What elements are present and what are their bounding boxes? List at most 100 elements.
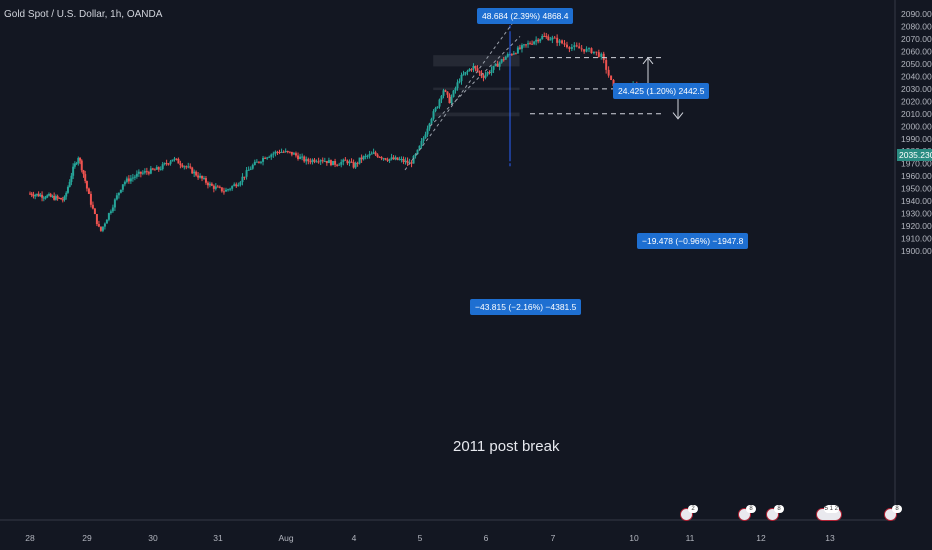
candle-body [590, 48, 593, 54]
candle-body [82, 170, 85, 175]
candle-body [420, 141, 423, 146]
candle-body [233, 184, 236, 187]
event-flag-icon[interactable]: 8 [738, 505, 756, 521]
candle-body [494, 63, 497, 66]
candle-body [274, 151, 277, 154]
y-tick-label: 2070.000 [901, 34, 932, 44]
event-flag-icon[interactable]: 8 [766, 505, 784, 521]
candle-body [424, 134, 427, 139]
candle-body [570, 47, 573, 49]
candle-body [450, 96, 453, 104]
candle-body [460, 74, 463, 82]
measure-label-down-small[interactable]: −19.478 (−0.96%) −1947.8 [637, 233, 749, 249]
candle-body [412, 156, 415, 164]
candle-body [602, 53, 605, 61]
y-tick-label: 2090.000 [901, 9, 932, 19]
symbol-title: Gold Spot / U.S. Dollar, 1h, OANDA [4, 9, 163, 20]
measure-label-up-large[interactable]: 48.684 (2.39%) 4868.4 [477, 8, 574, 24]
candles-group [29, 32, 638, 233]
candle-body [436, 106, 439, 109]
candle-body [541, 36, 544, 40]
candle-body [206, 182, 209, 186]
candle-body [388, 158, 391, 161]
candle-body [105, 219, 108, 224]
candle-body [585, 48, 588, 52]
candle-body [384, 158, 387, 160]
event-flag-icon[interactable]: 2 [680, 505, 698, 521]
candle-body [510, 54, 513, 56]
x-tick-label: 5 [418, 533, 423, 543]
candle-body [317, 161, 320, 163]
candle-body [139, 171, 142, 174]
candle-body [588, 48, 591, 50]
candle-body [80, 160, 83, 171]
candle-body [173, 158, 176, 160]
candle-body [222, 191, 225, 193]
candle-body [95, 214, 98, 225]
candle-body [573, 45, 576, 48]
candle-body [79, 157, 82, 161]
candle-body [185, 166, 188, 168]
candle-body [201, 175, 204, 179]
candle-body [486, 72, 489, 75]
candle-body [580, 48, 583, 50]
candle-body [66, 186, 69, 193]
candle-body [466, 71, 469, 73]
candle-body [214, 186, 217, 189]
candle-body [468, 69, 471, 72]
candle-body [212, 185, 215, 189]
measure-label-down-large[interactable]: −43.815 (−2.16%) −4381.5 [470, 299, 582, 315]
candle-body [456, 82, 459, 89]
candle-body [276, 151, 279, 153]
candle-body [282, 151, 285, 153]
arrow-down-head-icon [672, 112, 684, 120]
candle-body [278, 152, 281, 154]
candle-body [321, 160, 324, 162]
candle-body [34, 194, 37, 197]
y-tick-label: 2010.000 [901, 109, 932, 119]
candle-body [272, 153, 275, 155]
candle-body [329, 160, 332, 166]
candle-body [47, 194, 50, 196]
x-tick-label: 10 [629, 533, 639, 543]
candle-body [568, 47, 571, 49]
candle-body [344, 159, 347, 161]
candle-body [529, 43, 532, 45]
candle-body [303, 156, 306, 162]
event-flag-icon[interactable]: 8 [884, 505, 902, 521]
candle-body [444, 90, 447, 92]
event-flag-icon[interactable]: 5 1 2 [816, 505, 842, 521]
candle-body [410, 162, 413, 164]
candle-body [301, 156, 304, 158]
candle-body [478, 71, 481, 73]
x-tick-label: 6 [484, 533, 489, 543]
candle-body [520, 45, 523, 49]
candle-body [270, 154, 273, 157]
y-tick-label: 2040.000 [901, 71, 932, 81]
zone-rect [433, 87, 520, 91]
candle-body [63, 196, 66, 201]
candle-body [72, 166, 75, 176]
candle-body [187, 166, 190, 168]
candle-body [179, 163, 182, 166]
candle-body [99, 226, 102, 231]
y-tick-label: 1910.000 [901, 234, 932, 244]
candle-body [336, 164, 339, 166]
candle-body [325, 160, 328, 164]
candle-body [352, 162, 355, 168]
candle-body [107, 213, 110, 220]
candle-body [251, 164, 254, 169]
candle-body [37, 193, 40, 197]
candle-body [426, 128, 429, 135]
candle-body [97, 224, 100, 227]
candle-body [61, 199, 64, 201]
candle-body [332, 160, 335, 166]
candle-body [428, 123, 431, 129]
candle-body [334, 160, 337, 165]
candle-body [533, 41, 536, 44]
candle-body [476, 68, 479, 72]
y-tick-label: 1970.000 [901, 159, 932, 169]
candle-body [119, 189, 122, 193]
measure-label-up-small[interactable]: 24.425 (1.20%) 2442.5 [613, 83, 710, 99]
